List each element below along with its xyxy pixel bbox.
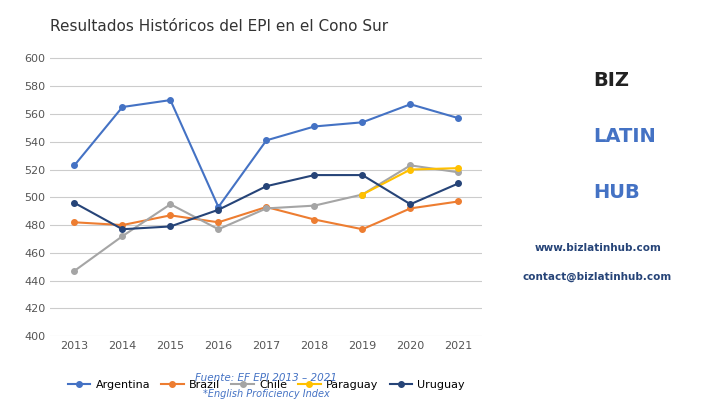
Line: Chile: Chile <box>71 162 462 274</box>
Argentina <box>406 102 415 107</box>
Chile <box>406 163 415 168</box>
Brazil <box>70 220 78 225</box>
Uruguay <box>166 224 175 229</box>
Paraguay <box>454 166 463 171</box>
Brazil <box>214 220 222 225</box>
Uruguay <box>406 202 415 207</box>
Text: LATIN: LATIN <box>593 127 656 146</box>
Paraguay <box>358 192 366 197</box>
Brazil <box>166 213 175 218</box>
Uruguay <box>454 181 463 186</box>
Uruguay <box>70 200 78 205</box>
Chile <box>454 170 463 175</box>
Argentina <box>358 120 366 125</box>
Argentina <box>214 205 222 209</box>
Text: Fuente: EF EPI 2013 – 2021: Fuente: EF EPI 2013 – 2021 <box>195 373 338 383</box>
Chile <box>166 202 175 207</box>
Uruguay <box>214 207 222 212</box>
Uruguay <box>310 173 319 177</box>
Paraguay <box>406 167 415 172</box>
Text: www.bizlatinhub.com: www.bizlatinhub.com <box>534 243 661 253</box>
Line: Argentina: Argentina <box>71 97 462 210</box>
Uruguay <box>262 184 271 189</box>
Chile <box>262 206 271 211</box>
Brazil <box>262 205 271 209</box>
Chile <box>214 227 222 232</box>
Argentina <box>166 98 175 102</box>
Legend: Argentina, Brazil, Chile, Paraguay, Uruguay: Argentina, Brazil, Chile, Paraguay, Urug… <box>63 376 469 395</box>
Text: contact@bizlatinhub.com: contact@bizlatinhub.com <box>523 272 672 282</box>
Chile <box>358 192 366 197</box>
Uruguay <box>118 227 127 232</box>
Text: *English Proficiency Index: *English Proficiency Index <box>203 389 330 399</box>
Brazil <box>454 199 463 204</box>
Chile <box>118 234 127 239</box>
Brazil <box>310 217 319 222</box>
Text: HUB: HUB <box>593 183 640 202</box>
Argentina <box>70 163 78 168</box>
Text: Resultados Históricos del EPI en el Cono Sur: Resultados Históricos del EPI en el Cono… <box>50 19 389 34</box>
Argentina <box>454 116 463 121</box>
Line: Uruguay: Uruguay <box>71 172 462 232</box>
Argentina <box>118 104 127 109</box>
Line: Paraguay: Paraguay <box>359 165 462 197</box>
Argentina <box>262 138 271 143</box>
Brazil <box>118 223 127 228</box>
Line: Brazil: Brazil <box>71 199 462 232</box>
Text: BIZ: BIZ <box>593 72 629 90</box>
Brazil <box>358 227 366 232</box>
Uruguay <box>358 173 366 177</box>
Chile <box>310 203 319 208</box>
Brazil <box>406 206 415 211</box>
Argentina <box>310 124 319 129</box>
Chile <box>70 269 78 273</box>
